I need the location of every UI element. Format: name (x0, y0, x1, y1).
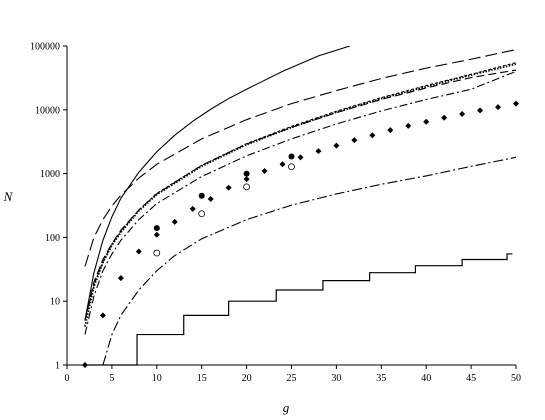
diamond-marker (513, 100, 519, 107)
diamond-marker (387, 127, 394, 134)
x-tick-label: 0 (65, 373, 70, 384)
diamond-marker (315, 148, 322, 155)
diamond-marker (495, 104, 502, 111)
diamond-marker (243, 176, 250, 183)
curve-7-dash-dot-long (102, 156, 516, 365)
filled-circle-marker (243, 170, 250, 177)
filled-circle-marker (288, 153, 295, 160)
curves-layer (84, 46, 516, 365)
diamond-marker (153, 231, 160, 238)
x-tick-label: 5 (109, 373, 114, 384)
diamond-marker (279, 161, 286, 168)
diamond-marker (225, 184, 232, 191)
y-tick-label: 100000 (30, 42, 60, 53)
x-tick-label: 10 (152, 373, 162, 384)
open-circle-marker (153, 249, 161, 257)
diamond-marker (333, 142, 340, 149)
x-tick-label: 15 (197, 373, 207, 384)
x-tick-label: 25 (287, 373, 297, 384)
diamond-marker (351, 137, 358, 144)
y-tick-label: 1 (55, 361, 60, 372)
curve-2-long-dash (84, 49, 516, 267)
curve-3-medium-dash (84, 69, 516, 321)
diamond-marker (459, 110, 466, 117)
ticks-layer: 0 5 10 15 20 25 30 35 40 45 50 1 10 100 1000 10000 10000… (30, 42, 521, 385)
open-circle-marker (288, 163, 295, 171)
diamond-marker (441, 114, 448, 121)
y-axis-label: N (3, 189, 14, 204)
curve-1-solid (84, 46, 351, 321)
diamond-marker (207, 195, 214, 202)
y-tick-label: 1000 (40, 169, 60, 180)
diamond-marker (477, 107, 484, 114)
x-tick-label: 20 (242, 373, 252, 384)
y-tick-label: 10000 (35, 105, 60, 116)
diamond-marker (135, 248, 142, 255)
diamond-marker (171, 218, 178, 225)
y-tick-label: 100 (45, 233, 60, 244)
curve-5-fine-dash (84, 62, 516, 321)
diamond-marker (423, 118, 430, 125)
diamond-marker (99, 312, 106, 319)
open-circle-marker (243, 183, 251, 191)
step-line-layer (84, 253, 513, 366)
x-tick-label: 35 (376, 373, 386, 384)
x-tick-label: 50 (511, 373, 521, 384)
curve-6-dash-dot (84, 70, 516, 335)
curve-4-dense-dot (84, 63, 516, 327)
markers-layer (81, 100, 519, 368)
x-tick-label: 45 (466, 373, 476, 384)
diamond-marker (297, 154, 304, 161)
open-circle-marker (198, 210, 206, 218)
filled-circle-marker (153, 225, 160, 232)
x-axis-label: g (283, 400, 290, 415)
diamond-marker (261, 167, 268, 174)
diamond-marker (369, 132, 376, 139)
diamond-marker (117, 275, 124, 282)
x-tick-label: 30 (331, 373, 341, 384)
step-line (84, 253, 513, 366)
diamond-marker (405, 122, 412, 129)
diamond-marker (189, 205, 196, 212)
filled-circle-marker (198, 192, 205, 199)
y-tick-label: 10 (50, 297, 60, 308)
x-tick-label: 40 (421, 373, 431, 384)
